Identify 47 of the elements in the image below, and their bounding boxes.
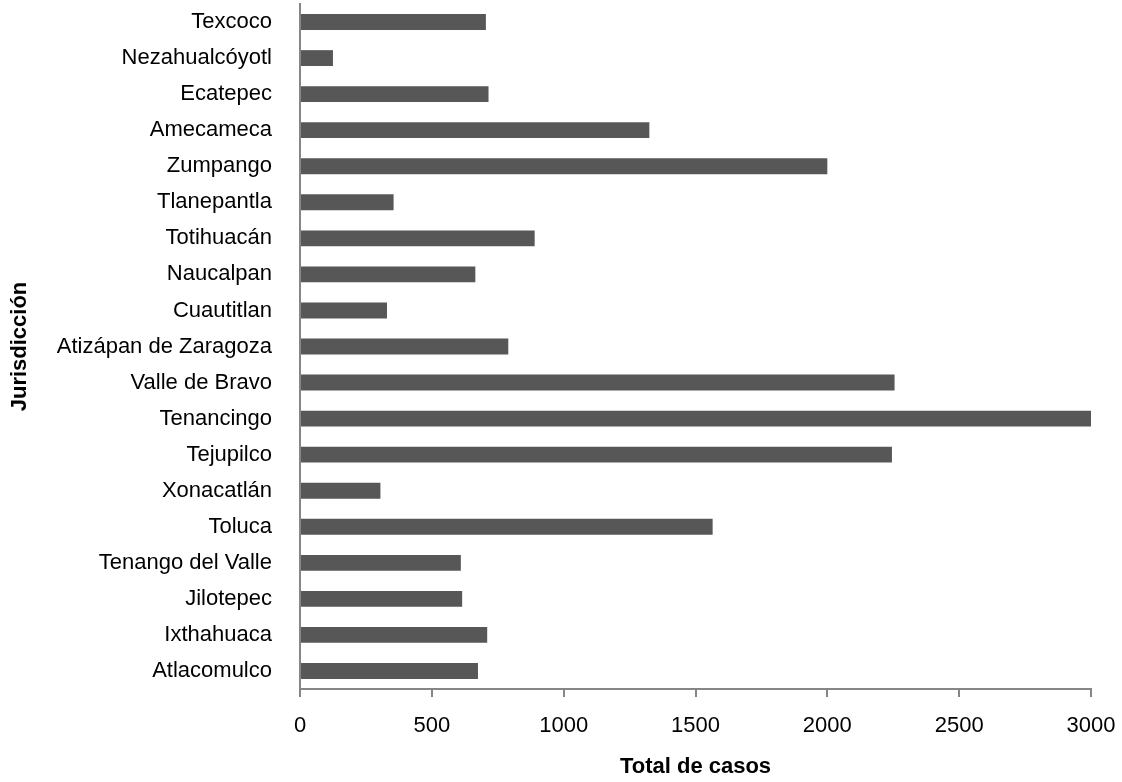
x-tick-label: 0 [293,712,307,738]
bar [301,626,488,643]
x-tick-label: 1500 [671,712,720,738]
y-tick-label: Ixthahuaca [164,620,273,646]
y-tick-label: Zumpango [166,152,272,178]
bar [301,122,650,139]
y-tick-label: Atlacomulco [152,657,272,683]
y-tick-label: Texcoco [191,8,272,34]
bar [301,518,713,535]
x-axis-title: Total de casos [619,752,772,778]
y-tick-label: Totihuacán [165,224,272,250]
bar [301,86,489,103]
y-tick-label: Amecameca [149,116,273,142]
y-tick-label: Atizápan de Zaragoza [56,332,273,358]
y-tick-label: Naucalpan [166,260,272,286]
bar [301,266,476,283]
y-tick-label: Xonacatlán [161,476,272,502]
y-axis-title: Jurisdicción [6,281,32,412]
bar [301,230,535,247]
bar [301,663,478,679]
y-tick-label: Nezahualcóyotl [121,44,272,70]
x-tick-label: 500 [413,712,451,738]
bar [301,374,895,391]
y-tick-label: Tejupilco [186,440,272,466]
y-tick-label: Cuautitlan [172,296,272,322]
bar [301,410,1091,427]
y-tick-label: Jilotepec [185,584,272,610]
bar [301,50,333,67]
x-tick-label: 1000 [539,712,589,738]
bar [301,446,892,463]
bar [301,338,509,355]
x-tick-label: 3000 [1066,712,1116,738]
y-tick-label: Valle de Bravo [130,368,272,394]
bar [301,302,388,319]
bar [301,554,461,571]
bar [301,14,486,30]
y-tick-label: Ecatepec [180,80,272,106]
y-tick-label: Toluca [208,512,273,538]
y-tick-label: Tlanepantla [157,188,273,214]
y-tick-label: Tenancingo [159,404,272,430]
x-tick-label: 2000 [802,712,852,738]
bar [301,194,394,211]
y-tick-label: Tenango del Valle [98,548,272,574]
bar [301,158,828,175]
x-tick-label: 2500 [934,712,984,738]
bar [301,590,463,607]
bar [301,482,381,499]
